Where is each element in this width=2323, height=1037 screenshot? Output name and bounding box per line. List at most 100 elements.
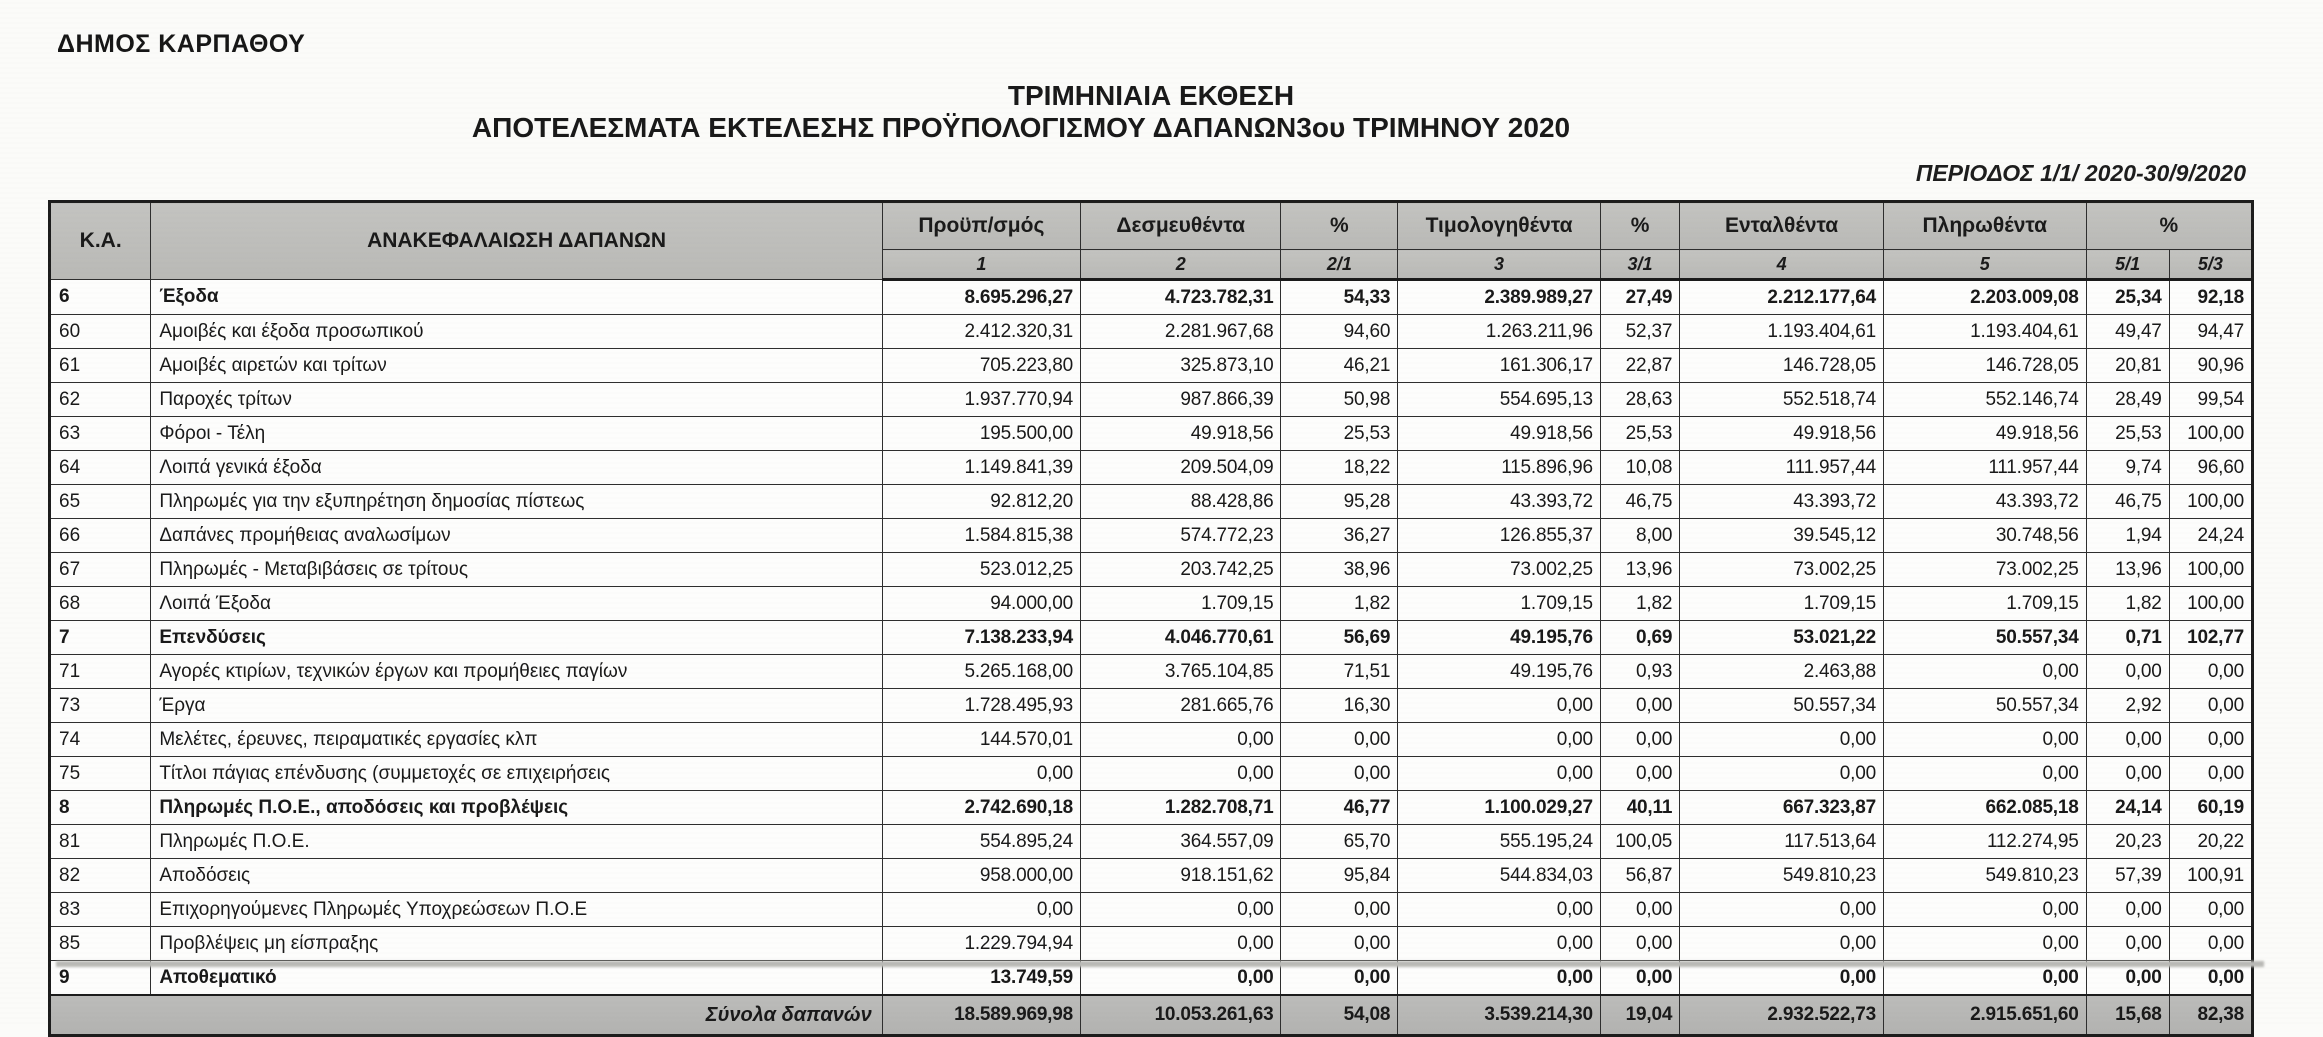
row-code: 68: [48, 586, 152, 621]
scan-shadow: [56, 961, 2264, 967]
row-value: 555.195,24: [1397, 824, 1601, 859]
row-value: 1,82: [1280, 586, 1399, 621]
row-description: Προβλέψεις μη είσπραξης: [150, 926, 883, 961]
table-row: 67 Πληρωμές - Μεταβιβάσεις σε τρίτους 523.…: [48, 552, 2254, 587]
row-value: 56,69: [1280, 620, 1399, 655]
row-value: 2.412.320,31: [881, 314, 1082, 349]
row-value: 57,39: [2085, 858, 2170, 893]
row-value: 43.393,72: [1882, 484, 2087, 519]
row-value: 39.545,12: [1679, 518, 1884, 553]
row-value: 112.274,95: [1882, 824, 2087, 859]
row-value: 28,63: [1599, 382, 1681, 417]
row-value: 25,34: [2085, 279, 2170, 315]
row-value: 92,18: [2168, 279, 2254, 315]
totals-value: 2.932.522,73: [1679, 994, 1884, 1036]
row-value: 987.866,39: [1079, 382, 1282, 417]
row-value: 0,00: [1882, 756, 2087, 791]
row-value: 94,47: [2168, 314, 2254, 349]
row-code: 71: [48, 654, 152, 689]
row-value: 0,00: [881, 756, 1082, 791]
row-value: 96,60: [2168, 450, 2254, 485]
row-value: 0,00: [1079, 926, 1282, 961]
row-value: 49.195,76: [1397, 654, 1601, 689]
table-row: 61 Αμοιβές αιρετών και τρίτων 705.223,80 32…: [48, 348, 2254, 383]
row-value: 552.146,74: [1882, 382, 2087, 417]
totals-value: 15,68: [2085, 994, 2170, 1036]
row-value: 0,00: [2168, 688, 2254, 723]
row-value: 95,84: [1280, 858, 1399, 893]
row-value: 1.100.029,27: [1397, 790, 1601, 825]
row-code: 7: [48, 620, 152, 655]
row-value: 161.306,17: [1397, 348, 1601, 383]
row-value: 0,00: [2168, 756, 2254, 791]
row-value: 203.742,25: [1079, 552, 1282, 587]
row-value: 20,22: [2168, 824, 2254, 859]
row-value: 0,00: [2168, 722, 2254, 757]
row-value: 102,77: [2168, 620, 2254, 655]
row-code: 85: [48, 926, 152, 961]
row-description: Έξοδα: [150, 279, 883, 315]
row-value: 49.918,56: [1397, 416, 1601, 451]
row-value: 49.918,56: [1882, 416, 2087, 451]
row-value: 0,00: [1079, 722, 1282, 757]
row-value: 549.810,23: [1882, 858, 2087, 893]
row-value: 552.518,74: [1679, 382, 1884, 417]
row-value: 25,53: [1280, 416, 1399, 451]
row-value: 1.709,15: [1679, 586, 1884, 621]
row-code: 75: [48, 756, 152, 791]
row-value: 2.281.967,68: [1079, 314, 1282, 349]
col-header-ordered: Ενταλθέντα: [1679, 201, 1884, 250]
table-row: 83 Επιχορηγούμενες Πληρωμές Υποχρεώσεων Π…: [48, 892, 2254, 927]
row-value: 0,00: [1599, 756, 1681, 791]
row-value: 50.557,34: [1882, 688, 2087, 723]
row-code: 67: [48, 552, 152, 587]
table-row: 8 Πληρωμές Π.Ο.Ε., αποδόσεις και προβλέψε…: [48, 790, 2254, 825]
row-value: 0,00: [1079, 756, 1282, 791]
row-value: 1.263.211,96: [1397, 314, 1601, 349]
row-value: 1.709,15: [1079, 586, 1282, 621]
report-subtitle: ΑΠΟΤΕΛΕΣΜΑΤΑ ΕΚΤΕΛΕΣΗΣ ΠΡΟΫΠΟΛΟΓΙΣΜΟΥ ΔΑ…: [471, 112, 1571, 143]
row-value: 0,00: [1599, 722, 1681, 757]
row-value: 100,00: [2168, 586, 2254, 621]
row-value: 0,00: [1280, 722, 1399, 757]
row-code: 83: [48, 892, 152, 927]
row-value: 7.138.233,94: [881, 620, 1082, 655]
row-value: 0,00: [2085, 926, 2170, 961]
row-value: 27,49: [1599, 279, 1681, 315]
table-row: 65 Πληρωμές για την εξυπηρέτηση δημοσίας …: [48, 484, 2254, 519]
table-row: 64 Λοιπά γενικά έξοδα 1.149.841,39 209.504,…: [48, 450, 2254, 485]
row-description: Αγορές κτιρίων, τεχνικών έργων και προμή…: [150, 654, 883, 689]
row-description: Αμοιβές αιρετών και τρίτων: [150, 348, 883, 383]
totals-value: 2.915.651,60: [1882, 994, 2087, 1036]
row-value: 0,00: [1882, 722, 2087, 757]
row-value: 92.812,20: [881, 484, 1082, 519]
row-value: 1,94: [2085, 518, 2170, 553]
row-value: 146.728,05: [1679, 348, 1884, 383]
row-value: 0,00: [2168, 892, 2254, 927]
row-value: 1.709,15: [1882, 586, 2087, 621]
subcol-2-1: 2/1: [1280, 249, 1399, 281]
row-description: Λοιπά Έξοδα: [150, 586, 883, 621]
row-value: 40,11: [1599, 790, 1681, 825]
table-row: 81 Πληρωμές Π.Ο.Ε. 554.895,24 364.557,09 65,…: [48, 824, 2254, 859]
row-value: 1.193.404,61: [1882, 314, 2087, 349]
row-code: 82: [48, 858, 152, 893]
row-value: 0,93: [1599, 654, 1681, 689]
subcol-1: 1: [881, 249, 1082, 281]
report-period: ΠΕΡΙΟΔΟΣ 1/1/ 2020-30/9/2020: [1915, 160, 2246, 186]
row-value: 0,00: [881, 892, 1082, 927]
row-value: 0,00: [1280, 892, 1399, 927]
row-value: 4.046.770,61: [1079, 620, 1282, 655]
table-header: Κ.Α. ΑΝΑΚΕΦΑΛΑΙΩΣΗ ΔΑΠΑΝΩΝ Προϋπ/σμός Δε…: [48, 201, 2254, 281]
row-value: 46,21: [1280, 348, 1399, 383]
row-value: 22,87: [1599, 348, 1681, 383]
row-value: 9,74: [2085, 450, 2170, 485]
subcol-5: 5: [1882, 249, 2087, 281]
row-code: 60: [48, 314, 152, 349]
row-code: 61: [48, 348, 152, 383]
row-value: 56,87: [1599, 858, 1681, 893]
row-value: 46,75: [1599, 484, 1681, 519]
row-value: 0,00: [2168, 654, 2254, 689]
row-description: Πληρωμές - Μεταβιβάσεις σε τρίτους: [150, 552, 883, 587]
